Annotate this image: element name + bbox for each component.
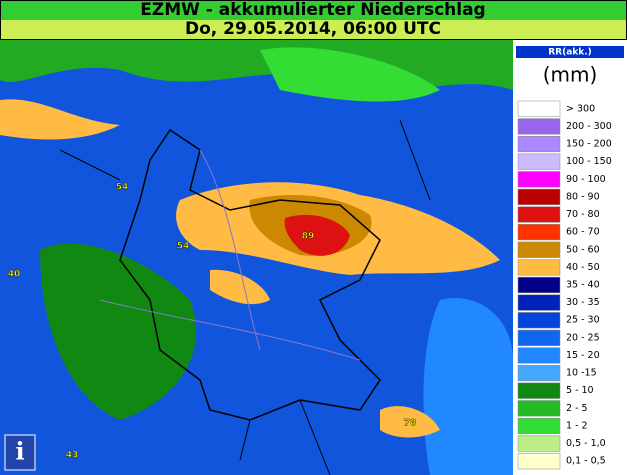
rain-area [0,99,120,140]
legend-label: > 300 [566,103,595,114]
legend-unit: (mm) [543,63,598,87]
legend-swatch [517,206,561,223]
legend-swatch [517,347,561,364]
legend-swatch [517,329,561,346]
legend-label: 0,5 - 1,0 [566,438,606,449]
legend-label: 2 - 5 [566,403,588,414]
header-band [0,0,627,20]
border [119,128,381,421]
legend-swatch [517,188,561,205]
map-value-label: 54 [116,183,129,193]
legend-swatch [517,259,561,276]
legend-swatch [517,153,561,170]
legend-label: 150 - 200 [566,139,612,150]
legend-title: RR(akk.) [548,48,592,58]
legend-label: 10 -15 [566,368,597,379]
legend-label: 0,1 - 0,5 [566,456,606,467]
legend-label: 100 - 150 [566,156,612,167]
rain-area [40,243,197,420]
map-value-label: 43 [66,451,79,461]
legend-label: 200 - 300 [566,121,612,132]
map-value-label: 40 [8,270,21,280]
rain-area [423,298,513,475]
rain-area [260,47,440,102]
legend-swatch [517,276,561,294]
legend-label: 35 - 40 [566,280,600,291]
legend-swatch [517,417,561,435]
rain-area [284,214,350,256]
legend-swatch [517,453,561,470]
subtitle: Do, 29.05.2014, 06:00 UTC [185,19,441,39]
title: EZMW - akkumulierter Niederschlag [140,0,485,20]
legend-swatch [517,294,561,311]
legend-label: 60 - 70 [566,227,600,238]
map-value-label: 78 [404,419,417,429]
map: 54 54 40 89 78 43 i [0,40,513,475]
legend-label: 25 - 30 [566,315,600,326]
rain-area [210,269,270,305]
legend-label: 1 - 2 [566,420,588,431]
legend-label: 70 - 80 [566,209,600,220]
legend-swatch [517,435,561,452]
legend-swatch [517,118,561,135]
header-band [0,20,627,40]
legend-label: 20 - 25 [566,332,600,343]
map-value-label: 89 [302,232,315,242]
legend-label: 30 - 35 [566,297,600,308]
legend-label: 5 - 10 [566,385,594,396]
legend-swatch [517,400,561,417]
legend-swatch [517,224,561,241]
legend-label: 90 - 100 [566,174,606,185]
border [59,119,431,475]
legend-swatch [517,365,561,382]
legend-title-band [516,46,624,58]
legend-label: 50 - 60 [566,244,600,255]
legend-label: 80 - 90 [566,191,600,202]
legend-swatch [517,241,561,258]
legend-swatch [517,100,561,117]
legend-swatch [517,171,561,188]
legend-swatch [517,382,561,399]
rain-area [380,406,440,438]
river [99,149,361,361]
info-icon[interactable]: i [15,437,24,466]
legend-label: 40 - 50 [566,262,600,273]
legend-swatch [517,135,561,153]
legend-label: 15 - 20 [566,350,600,361]
map-value-label: 54 [177,242,190,252]
info-button[interactable] [4,434,36,471]
legend-swatch [517,312,561,329]
